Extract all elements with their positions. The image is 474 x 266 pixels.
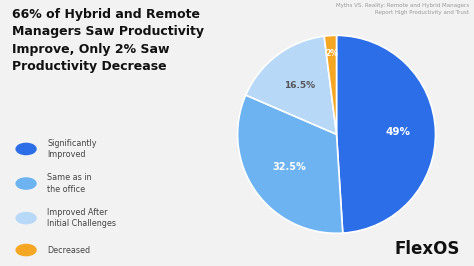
Text: 66% of Hybrid and Remote
Managers Saw Productivity
Improve, Only 2% Saw
Producti: 66% of Hybrid and Remote Managers Saw Pr…: [12, 8, 204, 73]
Text: 2%: 2%: [325, 49, 338, 58]
Text: FlexOS: FlexOS: [394, 240, 460, 258]
Text: 32.5%: 32.5%: [273, 162, 307, 172]
Text: Same as in
the office: Same as in the office: [47, 173, 92, 194]
Text: Decreased: Decreased: [47, 246, 91, 255]
Text: Improved After
Initial Challenges: Improved After Initial Challenges: [47, 208, 117, 228]
Text: Significantly
Improved: Significantly Improved: [47, 139, 97, 159]
Text: 49%: 49%: [385, 127, 410, 138]
Wedge shape: [337, 35, 436, 233]
Wedge shape: [237, 95, 343, 233]
Wedge shape: [324, 35, 337, 134]
Text: 16.5%: 16.5%: [284, 81, 315, 90]
Text: Myths VS. Reality: Remote and Hybrid Managers
Report High Productivity and Trust: Myths VS. Reality: Remote and Hybrid Man…: [336, 3, 469, 15]
Wedge shape: [246, 36, 337, 134]
